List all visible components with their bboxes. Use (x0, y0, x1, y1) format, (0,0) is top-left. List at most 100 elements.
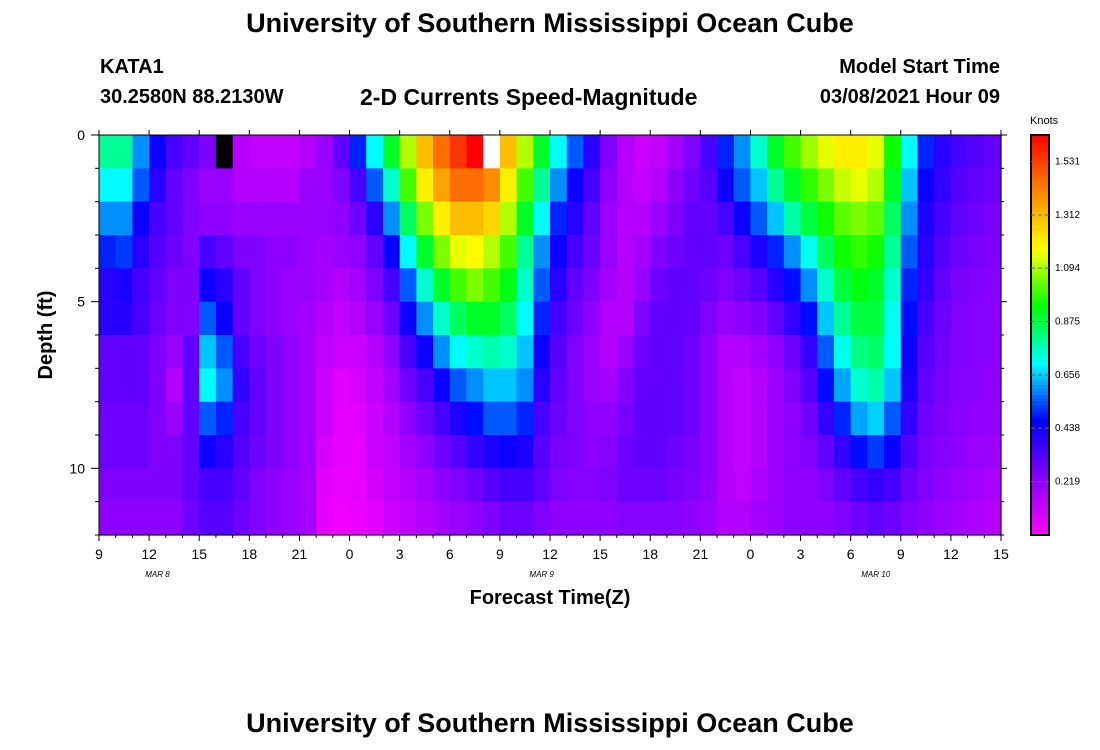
heatmap-cell (950, 401, 969, 436)
heatmap-cell (600, 501, 618, 536)
heatmap-cell (900, 335, 919, 369)
colorbar-tick-label: 0.875 (1055, 317, 1080, 328)
colorbar-swatch (1031, 485, 1049, 489)
heatmap-cell (583, 268, 601, 303)
heatmap-cell (833, 435, 852, 469)
heatmap-cell (99, 135, 117, 169)
heatmap-cell (316, 201, 334, 236)
heatmap-cell (850, 201, 868, 236)
heatmap-cell (650, 468, 668, 503)
heatmap-cell (449, 168, 468, 203)
heatmap-cell (633, 335, 651, 369)
x-tick-label: 18 (242, 546, 258, 562)
heatmap-cell (165, 168, 184, 203)
x-tick-label: 15 (191, 546, 207, 562)
heatmap-cell (817, 301, 835, 336)
colorbar-swatch (1031, 521, 1049, 526)
colorbar-swatch (1031, 245, 1049, 249)
heatmap-cell (449, 435, 468, 469)
heatmap-cell (132, 401, 150, 436)
heatmap-cell (132, 368, 150, 403)
heatmap-cell (616, 135, 635, 169)
x-tick-label: 9 (496, 546, 504, 562)
heatmap-cell (282, 335, 301, 369)
heatmap-cell (616, 368, 635, 403)
heatmap-cell (266, 168, 284, 203)
heatmap-cell (399, 201, 417, 236)
heatmap-cell (683, 335, 701, 369)
heatmap-cell (650, 201, 668, 236)
colorbar-swatch (1031, 391, 1049, 396)
colorbar-swatch (1031, 355, 1049, 359)
colorbar-swatch (1031, 321, 1049, 326)
heatmap-cell (332, 301, 351, 336)
heatmap-cell (416, 301, 434, 336)
heatmap-cell (950, 368, 969, 403)
heatmap-cell (349, 235, 367, 269)
colorbar-swatch (1031, 208, 1049, 213)
heatmap-cell (717, 468, 735, 503)
heatmap-cell (767, 368, 785, 403)
colorbar-swatch (1031, 238, 1049, 243)
heatmap-cell (382, 135, 401, 169)
heatmap-cell (683, 201, 701, 236)
heatmap-cell (483, 135, 501, 169)
heatmap-cell (349, 501, 367, 536)
heatmap-cell (499, 368, 518, 403)
heatmap-cell (266, 135, 284, 169)
heatmap-cell (165, 268, 184, 303)
heatmap-cell (666, 335, 685, 369)
colorbar-swatch (1031, 291, 1049, 296)
heatmap-cell (416, 235, 434, 269)
colorbar-swatch (1031, 465, 1049, 469)
x-tick-label: 0 (747, 546, 755, 562)
heatmap-cell (316, 135, 334, 169)
heatmap-cell (366, 201, 384, 236)
heatmap-cell (516, 468, 534, 503)
colorbar-swatch (1031, 218, 1049, 223)
heatmap-cell (984, 268, 1002, 303)
heatmap-cell (266, 501, 284, 536)
heatmap-cell (733, 135, 752, 169)
heatmap-cell (616, 468, 635, 503)
colorbar-swatch (1031, 201, 1049, 206)
heatmap-cell (850, 268, 868, 303)
heatmap-cell (249, 435, 267, 469)
heatmap-cell (984, 201, 1002, 236)
heatmap-cell (600, 168, 618, 203)
heatmap-cell (483, 168, 501, 203)
heatmap-cell (99, 168, 117, 203)
colorbar-swatch (1031, 198, 1049, 203)
heatmap-cell (332, 401, 351, 436)
heatmap-cell (382, 401, 401, 436)
heatmap-cell (516, 301, 534, 336)
heatmap-cell (833, 335, 852, 369)
heatmap-cell (733, 335, 752, 369)
heatmap-cell (700, 401, 718, 436)
heatmap-cell (399, 168, 417, 203)
heatmap-cell (349, 435, 367, 469)
heatmap-cell (633, 468, 651, 503)
heatmap-cell (950, 435, 969, 469)
heatmap-cell (566, 468, 584, 503)
colorbar-swatch (1031, 261, 1049, 266)
heatmap-cell (115, 368, 133, 403)
heatmap-cell (700, 368, 718, 403)
heatmap-cell (282, 201, 301, 236)
heatmap-cell (165, 368, 184, 403)
heatmap-cell (282, 401, 301, 436)
heatmap-cell (433, 135, 451, 169)
heatmap-cell (132, 301, 150, 336)
heatmap-cell (783, 501, 802, 536)
heatmap-cell (316, 335, 334, 369)
heatmap-cell (249, 201, 267, 236)
heatmap-cell (99, 268, 117, 303)
heatmap-cell (499, 201, 518, 236)
heatmap-cell (600, 301, 618, 336)
heatmap-cell (917, 368, 935, 403)
page-title: University of Southern Mississippi Ocean… (246, 8, 854, 38)
heatmap-cell (650, 301, 668, 336)
heatmap-cell (633, 501, 651, 536)
heatmap-cell (182, 401, 200, 436)
heatmap-cell (850, 301, 868, 336)
